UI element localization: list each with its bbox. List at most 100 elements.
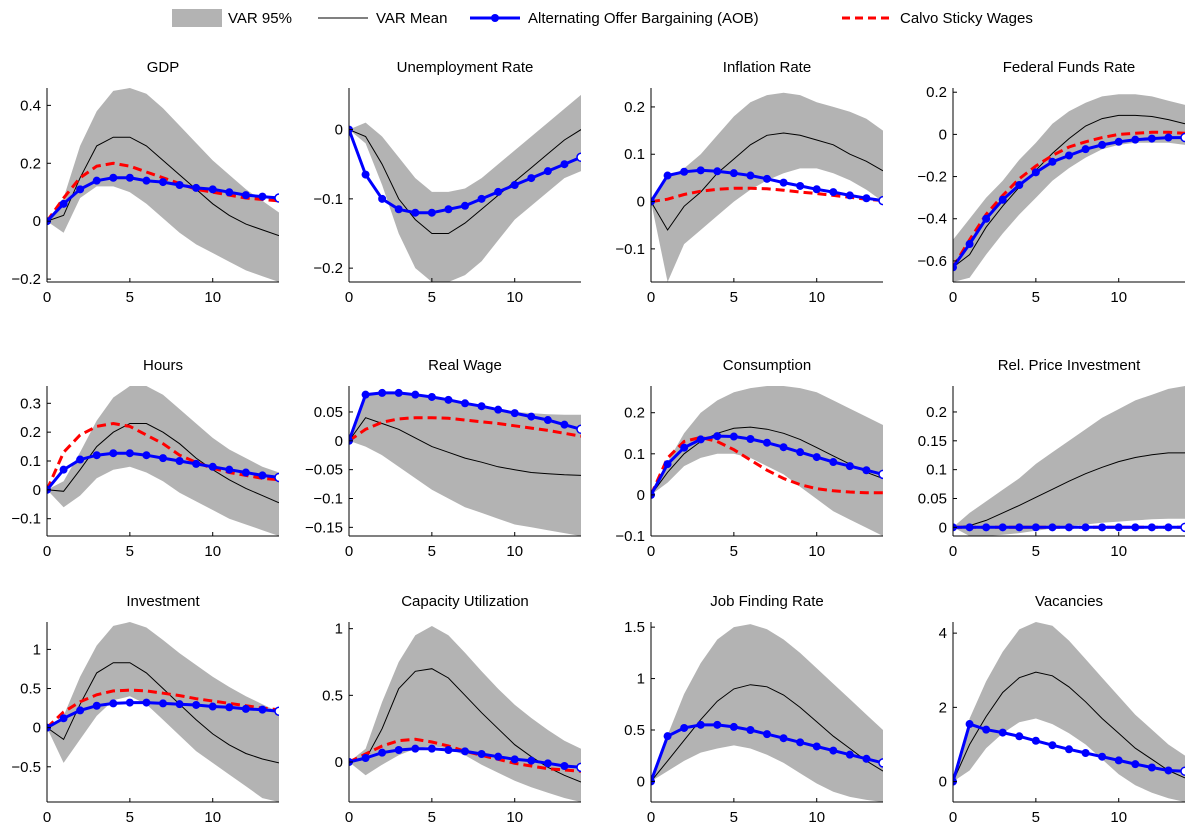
- aob-point: [560, 762, 569, 770]
- aob-point: [142, 698, 151, 707]
- aob-point: [680, 167, 689, 176]
- aob-point: [208, 185, 217, 194]
- aob-point: [878, 758, 883, 768]
- legend-calvo-label: Calvo Sticky Wages: [900, 9, 1033, 27]
- aob-point: [779, 178, 788, 187]
- x-tick-label: 10: [808, 289, 825, 306]
- aob-point: [142, 176, 151, 185]
- aob-point: [713, 167, 722, 176]
- aob-point: [1147, 523, 1156, 532]
- y-tick-label: 0.5: [624, 722, 645, 739]
- series-var-mean: [651, 132, 883, 231]
- x-tick-label: 10: [808, 543, 825, 560]
- aob-point: [1048, 523, 1057, 532]
- aob-point: [1180, 132, 1185, 143]
- aob-point: [59, 199, 68, 208]
- aob-point: [560, 160, 569, 169]
- aob-point: [175, 457, 184, 465]
- aob-point: [1031, 523, 1040, 532]
- series-var-mean: [47, 423, 279, 504]
- series-calvo: [349, 416, 581, 443]
- aob-point: [109, 699, 118, 708]
- aob-point: [461, 399, 469, 408]
- aob-point: [241, 704, 250, 713]
- y-tick-label: −0.1: [615, 241, 645, 258]
- aob-point: [394, 205, 403, 214]
- y-tick-label: 0: [33, 482, 41, 499]
- aob-point: [527, 756, 536, 765]
- aob-point: [208, 702, 217, 711]
- legend-band-swatch: [172, 9, 222, 27]
- aob-point: [878, 469, 883, 480]
- aob-point: [159, 699, 167, 708]
- aob-point: [225, 465, 234, 474]
- aob-point: [192, 183, 201, 192]
- aob-point: [494, 187, 503, 196]
- y-tick-label: 0.1: [926, 462, 947, 479]
- aob-point: [862, 194, 871, 203]
- aob-point: [461, 747, 469, 756]
- aob-point: [998, 523, 1007, 532]
- aob-point: [494, 752, 503, 761]
- aob-point: [92, 451, 101, 460]
- aob-point: [1065, 745, 1073, 754]
- panel-real-wage: −0.15 −0.1 −0.05 0 0.05 0 5 10 Real Wage: [305, 357, 581, 560]
- aob-point: [258, 471, 267, 480]
- aob-point: [510, 409, 519, 418]
- x-tick-label: 10: [1110, 543, 1127, 560]
- aob-point: [663, 460, 672, 469]
- aob-point: [411, 390, 420, 399]
- legend-band-label: VAR 95%: [228, 9, 292, 27]
- aob-point: [696, 720, 705, 729]
- aob-point: [274, 706, 279, 716]
- x-tick-label: 10: [204, 289, 221, 306]
- y-tick-label: 0.05: [314, 404, 343, 421]
- aob-point: [1147, 763, 1156, 772]
- panel-title: Inflation Rate: [723, 59, 811, 76]
- aob-point: [494, 405, 503, 414]
- aob-point: [998, 195, 1007, 204]
- legend-item-aob: Alternating Offer Bargaining (AOB): [468, 6, 759, 30]
- aob-point: [1048, 157, 1057, 166]
- aob-point: [543, 167, 552, 176]
- series-calvo: [349, 737, 581, 773]
- series-var-mean: [349, 129, 581, 234]
- aob-point: [477, 750, 486, 758]
- aob-point: [125, 173, 134, 182]
- y-tick-label: 0: [335, 433, 343, 450]
- legend-item-calvo: Calvo Sticky Wages: [840, 6, 1033, 30]
- y-tick-label: 0.5: [322, 687, 343, 704]
- band-var-95: [349, 391, 581, 536]
- aob-point: [543, 416, 552, 425]
- aob-point: [1098, 752, 1107, 761]
- x-tick-label: 0: [647, 289, 655, 306]
- aob-point: [763, 730, 771, 739]
- aob-point: [998, 728, 1007, 737]
- aob-point: [378, 748, 387, 757]
- aob-point: [444, 746, 453, 754]
- y-tick-label: 0: [637, 487, 645, 504]
- legend: VAR 95% VAR Mean Alternating Offer Barga…: [0, 0, 1188, 36]
- aob-point: [576, 152, 581, 163]
- aob-point: [411, 744, 420, 753]
- y-tick-label: 0.2: [20, 155, 41, 172]
- series-calvo: [47, 421, 279, 491]
- y-tick-label: 0.1: [20, 453, 41, 470]
- aob-point: [696, 435, 705, 444]
- y-tick-label: −0.05: [305, 462, 343, 479]
- aob-point: [1180, 522, 1185, 533]
- x-tick-label: 0: [345, 289, 353, 306]
- aob-point: [241, 191, 250, 200]
- aob-point: [576, 762, 581, 773]
- aob-point: [982, 214, 991, 223]
- y-tick-label: −0.2: [11, 271, 41, 288]
- aob-point: [361, 390, 370, 399]
- aob-point: [779, 734, 788, 743]
- aob-point: [663, 171, 672, 180]
- aob-point: [394, 746, 403, 754]
- aob-point: [680, 723, 689, 732]
- series-calvo: [953, 130, 1185, 268]
- aob-point: [796, 738, 805, 747]
- y-tick-label: 0.1: [624, 146, 645, 163]
- legend-item-band: VAR 95%: [170, 6, 292, 30]
